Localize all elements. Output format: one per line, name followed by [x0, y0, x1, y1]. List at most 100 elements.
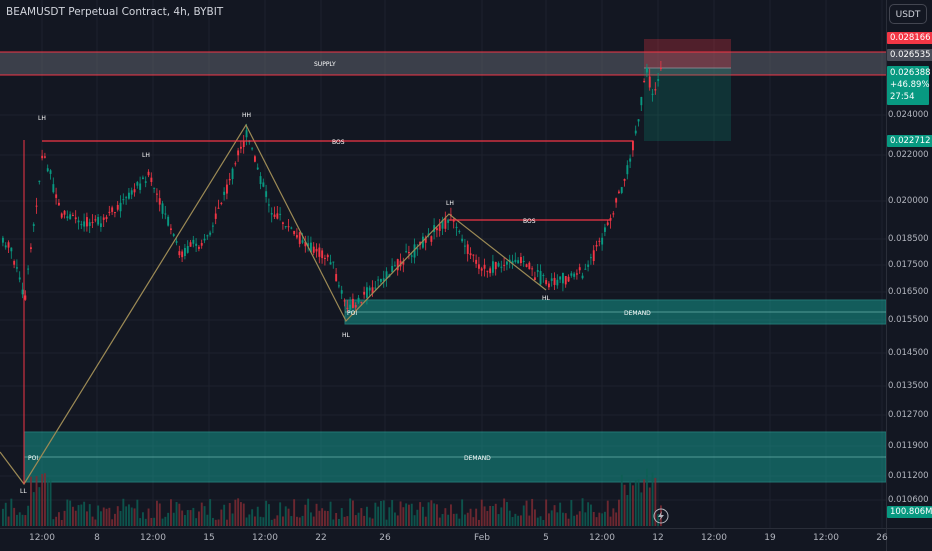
candle-body	[156, 193, 158, 195]
candle-body	[170, 228, 172, 230]
volume-bar	[144, 518, 147, 526]
volume-bar	[262, 517, 265, 526]
candle-body	[539, 271, 542, 285]
candle-body	[256, 167, 259, 170]
candle-body	[340, 290, 343, 294]
volume-bar	[290, 516, 293, 526]
candle-body	[377, 279, 380, 281]
volume-bar	[648, 487, 651, 526]
candle-body	[573, 273, 576, 277]
volume-bar	[366, 506, 368, 526]
candle-body	[438, 224, 441, 231]
candle-body	[86, 217, 88, 227]
bos-label-2: BOS	[523, 218, 536, 225]
chart-canvas[interactable]: SUPPLY DEMAND DEMAND BOS BOS POI POI LH …	[0, 0, 886, 528]
volume-bar	[77, 505, 80, 526]
volume-bar	[270, 519, 273, 526]
candle-body	[626, 165, 629, 175]
candle-body	[606, 222, 609, 225]
candle-body	[212, 225, 214, 227]
candle-body	[408, 252, 410, 254]
time-tick: 5	[543, 533, 549, 543]
candle-body	[69, 214, 72, 220]
volume-bar	[142, 512, 144, 526]
target-area[interactable]	[644, 68, 731, 141]
candle-body	[657, 79, 660, 81]
candle-body	[430, 236, 433, 242]
time-tick: 12:00	[813, 533, 839, 543]
candle-body	[590, 257, 592, 259]
last-price-label: 0.026388	[890, 68, 931, 78]
candle-body	[186, 246, 189, 253]
candle-body	[494, 261, 497, 270]
volume-bar	[368, 517, 371, 526]
candle-body	[178, 251, 181, 256]
candle-body	[293, 230, 296, 235]
candle-body	[396, 259, 399, 271]
candle-body	[13, 261, 16, 265]
candle-body	[332, 261, 335, 263]
volume-bar	[592, 511, 595, 526]
candle-body	[102, 217, 105, 220]
volume-bar	[125, 506, 128, 526]
candle-body	[615, 198, 618, 203]
volume-bar	[114, 513, 116, 526]
volume-bar	[293, 499, 296, 526]
candle-body	[150, 177, 153, 183]
candle-body	[46, 168, 49, 172]
volume-bar	[340, 508, 343, 526]
candle-body	[144, 181, 147, 183]
candle-body	[63, 210, 66, 215]
volume-bar	[354, 515, 357, 526]
volume-bar	[83, 501, 86, 526]
candle-body	[394, 265, 396, 267]
candle-body	[562, 272, 564, 284]
currency-button[interactable]: USDT	[889, 4, 927, 24]
change-label: +46.89%	[890, 80, 930, 90]
poi-label-lower: POI	[28, 455, 38, 462]
volume-bar	[469, 508, 472, 526]
volume-bar	[352, 500, 354, 526]
volume-bar	[139, 518, 142, 526]
volume-bar	[200, 502, 203, 526]
stop-area[interactable]	[644, 39, 731, 68]
candle-body	[604, 227, 606, 232]
chart-pane[interactable]: SUPPLY DEMAND DEMAND BOS BOS POI POI LH …	[0, 0, 886, 528]
candle-body	[270, 213, 273, 215]
volume-bar	[13, 507, 16, 526]
candle-body	[268, 204, 270, 206]
volume-bar	[405, 503, 408, 526]
lightning-icon[interactable]	[653, 508, 669, 524]
time-tick: 12:00	[589, 533, 615, 543]
volume-bar	[595, 517, 598, 526]
price-tick: 0.020000	[888, 196, 929, 206]
volume-bar	[301, 515, 304, 526]
volume-bar	[181, 510, 184, 526]
candle-body	[248, 141, 251, 143]
supply-zone[interactable]	[0, 52, 886, 75]
time-axis[interactable]	[0, 528, 886, 551]
volume-bar	[175, 502, 178, 526]
candle-body	[520, 257, 522, 264]
volume-bar	[402, 507, 405, 526]
volume-bar	[147, 508, 150, 526]
candle-body	[618, 191, 620, 193]
candle-body	[620, 187, 623, 193]
volume-bar	[298, 517, 301, 526]
volume-bar	[581, 498, 584, 526]
candle-body	[251, 148, 254, 150]
volume-bar	[480, 499, 483, 526]
volume-bar	[556, 512, 559, 526]
candle-body	[587, 264, 590, 267]
volume-bar	[438, 517, 441, 526]
price-tick: 0.010600	[888, 495, 929, 505]
volume-bar	[220, 509, 223, 526]
volume-bar	[528, 515, 531, 526]
symbol-title[interactable]: BEAMUSDT Perpetual Contract, 4h, BYBIT	[6, 6, 224, 18]
volume-bar	[312, 516, 315, 526]
price-tick: 0.016500	[888, 287, 929, 297]
candle-body	[469, 253, 472, 256]
candle-body	[366, 287, 368, 298]
candle-body	[335, 274, 338, 282]
candle-body	[2, 237, 4, 243]
